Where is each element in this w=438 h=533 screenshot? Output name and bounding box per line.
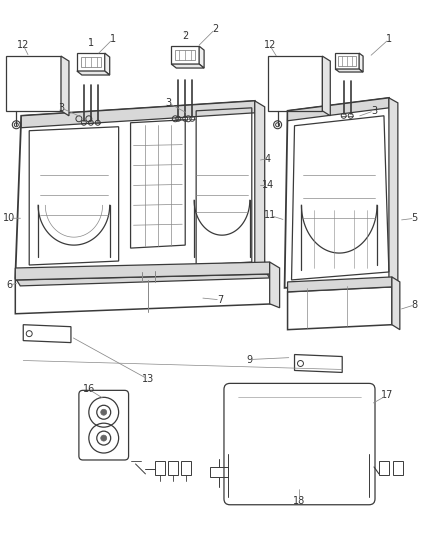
Polygon shape xyxy=(105,53,110,75)
Polygon shape xyxy=(15,270,270,286)
Text: 9: 9 xyxy=(247,354,253,365)
Text: 10: 10 xyxy=(3,213,15,223)
Text: 3: 3 xyxy=(58,103,64,113)
Polygon shape xyxy=(335,69,363,72)
Polygon shape xyxy=(21,101,255,128)
Text: 18: 18 xyxy=(293,496,306,506)
Bar xyxy=(268,56,322,111)
Circle shape xyxy=(101,435,107,441)
Polygon shape xyxy=(392,277,400,330)
Text: 12: 12 xyxy=(17,40,29,50)
Bar xyxy=(7,56,61,111)
Bar xyxy=(168,461,178,475)
Polygon shape xyxy=(270,262,279,308)
Text: 4: 4 xyxy=(265,154,271,164)
Polygon shape xyxy=(15,262,270,280)
Text: 5: 5 xyxy=(412,213,418,223)
Text: 17: 17 xyxy=(381,390,393,400)
Bar xyxy=(181,461,191,475)
Polygon shape xyxy=(61,56,69,116)
Polygon shape xyxy=(288,98,389,121)
Text: 13: 13 xyxy=(142,374,155,384)
Text: 11: 11 xyxy=(264,210,276,220)
Polygon shape xyxy=(359,53,363,72)
Text: 14: 14 xyxy=(261,181,274,190)
Text: 16: 16 xyxy=(83,384,95,394)
Text: 1: 1 xyxy=(110,34,116,44)
Polygon shape xyxy=(171,64,204,68)
Polygon shape xyxy=(389,98,398,283)
Polygon shape xyxy=(288,277,392,292)
Text: 1: 1 xyxy=(386,34,392,44)
Text: 2: 2 xyxy=(182,31,188,41)
Text: 3: 3 xyxy=(165,98,171,108)
Text: 3: 3 xyxy=(371,106,377,116)
Polygon shape xyxy=(322,56,330,116)
Polygon shape xyxy=(199,46,204,68)
Polygon shape xyxy=(255,101,265,275)
Polygon shape xyxy=(77,71,110,75)
Circle shape xyxy=(101,409,107,415)
Text: 8: 8 xyxy=(412,300,418,310)
Text: 7: 7 xyxy=(217,295,223,305)
Bar xyxy=(155,461,165,475)
Text: 2: 2 xyxy=(212,24,218,34)
Bar xyxy=(393,461,403,475)
Text: 12: 12 xyxy=(264,40,276,50)
Text: 1: 1 xyxy=(88,38,94,48)
Text: 6: 6 xyxy=(6,280,12,290)
Bar xyxy=(379,461,389,475)
